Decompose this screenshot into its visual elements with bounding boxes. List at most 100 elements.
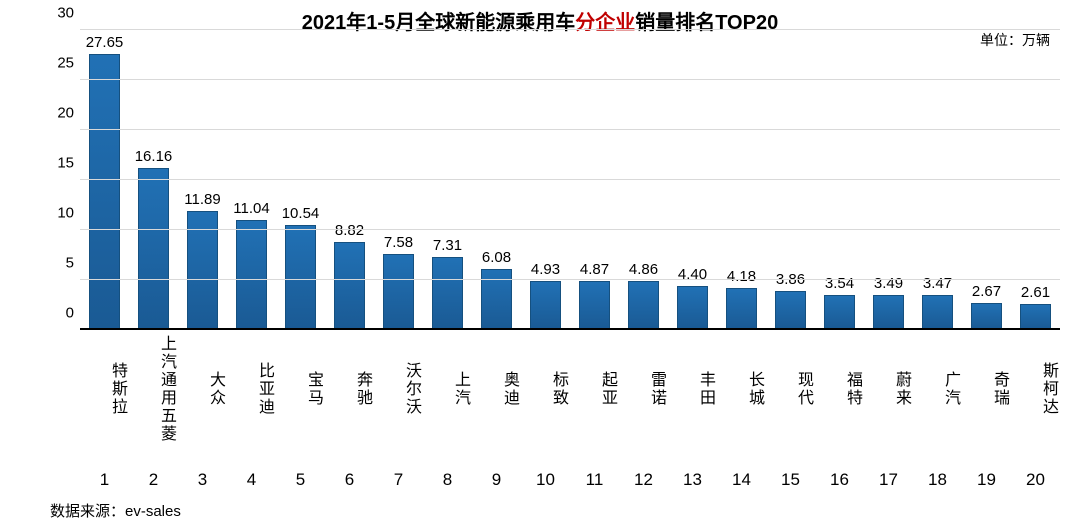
bars-area: 27.65 16.16 11.89 11.04 10.54 8.82 7.58 7.31 6.0… (80, 30, 1060, 330)
rank-label: 15 (766, 470, 815, 490)
bar-value-label: 7.31 (433, 237, 462, 254)
bar: 16.16 (138, 168, 169, 330)
rank-label: 3 (178, 470, 227, 490)
bar: 4.86 (628, 281, 659, 330)
bar-slot: 2.67 (962, 30, 1011, 330)
bar-value-label: 4.87 (580, 261, 609, 278)
rank-label: 8 (423, 470, 472, 490)
bar-value-label: 7.58 (384, 234, 413, 251)
grid-line (80, 79, 1060, 80)
rank-label: 10 (521, 470, 570, 490)
bar: 4.40 (677, 286, 708, 330)
rank-label: 7 (374, 470, 423, 490)
y-tick: 5 (66, 255, 74, 272)
x-category-label: 雷诺 (619, 335, 668, 443)
rank-label: 14 (717, 470, 766, 490)
x-category-label: 福特 (815, 335, 864, 443)
bar: 4.93 (530, 281, 561, 330)
bar-value-label: 11.89 (184, 191, 220, 208)
bar-slot: 4.86 (619, 30, 668, 330)
x-category-label: 丰田 (668, 335, 717, 443)
bar: 2.61 (1020, 304, 1051, 330)
source-label: 数据来源：ev-sales (50, 500, 181, 521)
bar: 3.49 (873, 295, 904, 330)
bar-value-label: 6.08 (482, 249, 511, 266)
x-labels-row: 特斯拉上汽通用五菱大众比亚迪宝马奔驰沃尔沃上汽奥迪标致起亚雷诺丰田长城现代福特蔚… (80, 335, 1060, 443)
bar-slot: 3.49 (864, 30, 913, 330)
bar-slot: 16.16 (129, 30, 178, 330)
bar-value-label: 10.54 (282, 205, 320, 222)
x-category-label: 上汽 (423, 335, 472, 443)
rank-label: 6 (325, 470, 374, 490)
bar-value-label: 8.82 (335, 222, 364, 239)
rank-label: 5 (276, 470, 325, 490)
bar: 8.82 (334, 242, 365, 330)
rank-label: 13 (668, 470, 717, 490)
bar-slot: 4.87 (570, 30, 619, 330)
bar: 3.86 (775, 291, 806, 330)
bar: 3.47 (922, 295, 953, 330)
bar-slot: 3.47 (913, 30, 962, 330)
bar-slot: 7.31 (423, 30, 472, 330)
rank-label: 18 (913, 470, 962, 490)
bar: 3.54 (824, 295, 855, 330)
y-tick: 10 (57, 205, 74, 222)
bar-slot: 11.89 (178, 30, 227, 330)
y-axis: 051015202530 (50, 30, 80, 330)
bar-value-label: 2.67 (972, 283, 1001, 300)
bar-slot: 4.93 (521, 30, 570, 330)
x-category-label: 宝马 (276, 335, 325, 443)
grid-line (80, 229, 1060, 230)
bar-value-label: 11.04 (233, 200, 269, 217)
bar: 4.87 (579, 281, 610, 330)
x-category-label: 起亚 (570, 335, 619, 443)
rank-label: 9 (472, 470, 521, 490)
bar-slot: 2.61 (1011, 30, 1060, 330)
y-tick: 0 (66, 305, 74, 322)
x-category-label: 斯柯达 (1011, 335, 1060, 443)
x-category-label: 蔚来 (864, 335, 913, 443)
bar: 2.67 (971, 303, 1002, 330)
bar-value-label: 3.47 (923, 275, 952, 292)
rank-label: 11 (570, 470, 619, 490)
plot-area: 051015202530 27.6516.1611.8911.0410.548.… (50, 30, 1060, 330)
x-category-label: 上汽通用五菱 (129, 335, 178, 443)
rank-label: 2 (129, 470, 178, 490)
bar-value-label: 4.18 (727, 268, 756, 285)
bar-value-label: 2.61 (1021, 284, 1050, 301)
bar-slot: 11.04 (227, 30, 276, 330)
bar-value-label: 4.93 (531, 261, 560, 278)
bar: 27.65 (89, 54, 120, 331)
bar-slot: 3.54 (815, 30, 864, 330)
x-category-label: 奇瑞 (962, 335, 1011, 443)
grid-line (80, 179, 1060, 180)
y-tick: 25 (57, 55, 74, 72)
x-axis-line (80, 328, 1060, 330)
x-category-label: 广汽 (913, 335, 962, 443)
bar-slot: 3.86 (766, 30, 815, 330)
bar-slot: 8.82 (325, 30, 374, 330)
rank-label: 12 (619, 470, 668, 490)
bar-value-label: 3.49 (874, 275, 903, 292)
y-tick: 15 (57, 155, 74, 172)
rank-label: 4 (227, 470, 276, 490)
bar-slot: 10.54 (276, 30, 325, 330)
bar-value-label: 16.16 (135, 148, 173, 165)
bar-slot: 7.58 (374, 30, 423, 330)
x-category-label: 大众 (178, 335, 227, 443)
x-category-label: 比亚迪 (227, 335, 276, 443)
bar: 7.58 (383, 254, 414, 330)
grid-line (80, 29, 1060, 30)
bar: 11.04 (236, 220, 267, 330)
chart-container: 2021年1-5月全球新能源乘用车分企业销量排名TOP20 单位：万辆 0510… (0, 0, 1080, 527)
bar-slot: 27.65 (80, 30, 129, 330)
bar: 10.54 (285, 225, 316, 330)
x-category-label: 长城 (717, 335, 766, 443)
grid-line (80, 129, 1060, 130)
bar-slot: 4.18 (717, 30, 766, 330)
bar-slot: 4.40 (668, 30, 717, 330)
rank-row: 1234567891011121314151617181920 (80, 470, 1060, 490)
bar-value-label: 27.65 (86, 34, 124, 51)
grid-line (80, 279, 1060, 280)
bar-value-label: 3.54 (825, 275, 854, 292)
